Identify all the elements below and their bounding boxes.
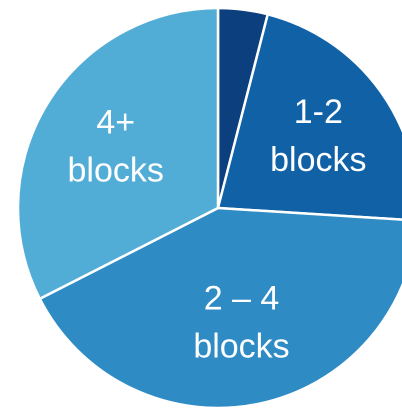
- pie-slice-label-line: 1-2: [294, 93, 343, 131]
- pie-slice-2: [38, 206, 402, 409]
- pie-slice-3: [16, 6, 220, 301]
- pie-slice-label-line: 2 – 4: [204, 280, 280, 318]
- pie-slice-1: [216, 13, 402, 221]
- pie-labels: 1-2 blocks 2 – 4 blocks 4+ blocks: [68, 93, 367, 366]
- pie-slice-label-line: 4+: [96, 103, 135, 141]
- pie-slice-label-2: 2 – 4 blocks: [193, 280, 289, 366]
- pie-slices: [16, 6, 402, 409]
- pie-slice-label-1: 1-2 blocks: [270, 93, 366, 179]
- pie-slice-label-3: 4+ blocks: [68, 103, 164, 189]
- pie-slice-label-line: blocks: [193, 328, 289, 366]
- pie-slice-label-line: blocks: [68, 151, 164, 189]
- pie-slice-label-line: blocks: [270, 141, 366, 179]
